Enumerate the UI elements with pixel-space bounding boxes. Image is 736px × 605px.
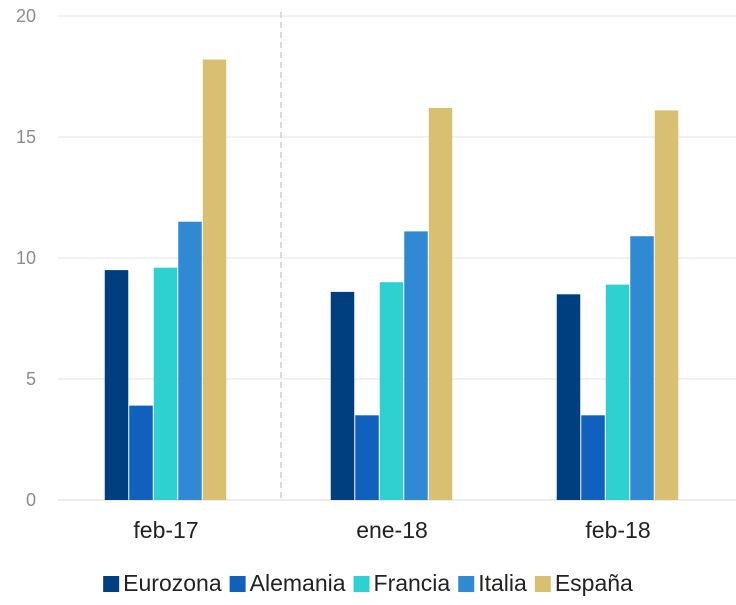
- y-tick-label-0: 0: [26, 490, 36, 510]
- bar-italia-feb-17: [178, 221, 202, 500]
- legend-item-francia: Francia: [353, 570, 451, 596]
- bar-eurozona-feb-18: [556, 294, 581, 500]
- x-tick-label-feb-18: feb-18: [585, 517, 650, 543]
- legend-swatch-italia: [458, 576, 475, 592]
- y-axis-ticks: 0 5 10 15 20: [16, 6, 36, 510]
- y-tick-label-5: 5: [26, 369, 36, 389]
- bar-eurozona-ene-18: [330, 291, 355, 500]
- x-tick-label-feb-17: feb-17: [133, 517, 198, 543]
- legend-item-alemania: Alemania: [229, 570, 346, 596]
- bar-alemania-feb-18: [581, 415, 605, 500]
- legend-swatch-alemania: [229, 576, 246, 592]
- bar-francia-feb-18: [605, 284, 630, 500]
- legend-swatch-españa: [534, 576, 551, 592]
- legend-label-italia: Italia: [478, 570, 527, 596]
- x-axis-ticks: feb-17 ene-18 feb-18: [133, 517, 650, 543]
- y-tick-label-20: 20: [16, 6, 36, 26]
- legend-swatch-francia: [353, 576, 370, 592]
- bar-francia-ene-18: [379, 282, 404, 500]
- y-tick-label-15: 15: [16, 127, 36, 147]
- bar-alemania-feb-17: [129, 405, 153, 500]
- legend-item-eurozona: Eurozona: [103, 570, 222, 596]
- bar-italia-feb-18: [630, 236, 654, 500]
- legend-label-españa: España: [555, 570, 633, 596]
- bar-españa-feb-18: [654, 110, 679, 500]
- legend-item-españa: España: [534, 570, 633, 596]
- legend-label-alemania: Alemania: [250, 570, 346, 596]
- bar-italia-ene-18: [404, 231, 428, 500]
- legend-label-eurozona: Eurozona: [123, 570, 222, 596]
- y-tick-label-10: 10: [16, 248, 36, 268]
- bar-españa-ene-18: [428, 107, 453, 501]
- bar-españa-feb-17: [202, 59, 227, 501]
- bars: [104, 59, 679, 501]
- legend: Eurozona Alemania Francia Italia España: [103, 570, 633, 596]
- x-tick-label-ene-18: ene-18: [356, 517, 428, 543]
- bar-eurozona-feb-17: [104, 270, 129, 500]
- legend-swatch-eurozona: [103, 576, 120, 592]
- bar-alemania-ene-18: [355, 415, 379, 500]
- legend-item-italia: Italia: [458, 570, 527, 596]
- legend-label-francia: Francia: [374, 570, 451, 596]
- bar-francia-feb-17: [153, 267, 178, 500]
